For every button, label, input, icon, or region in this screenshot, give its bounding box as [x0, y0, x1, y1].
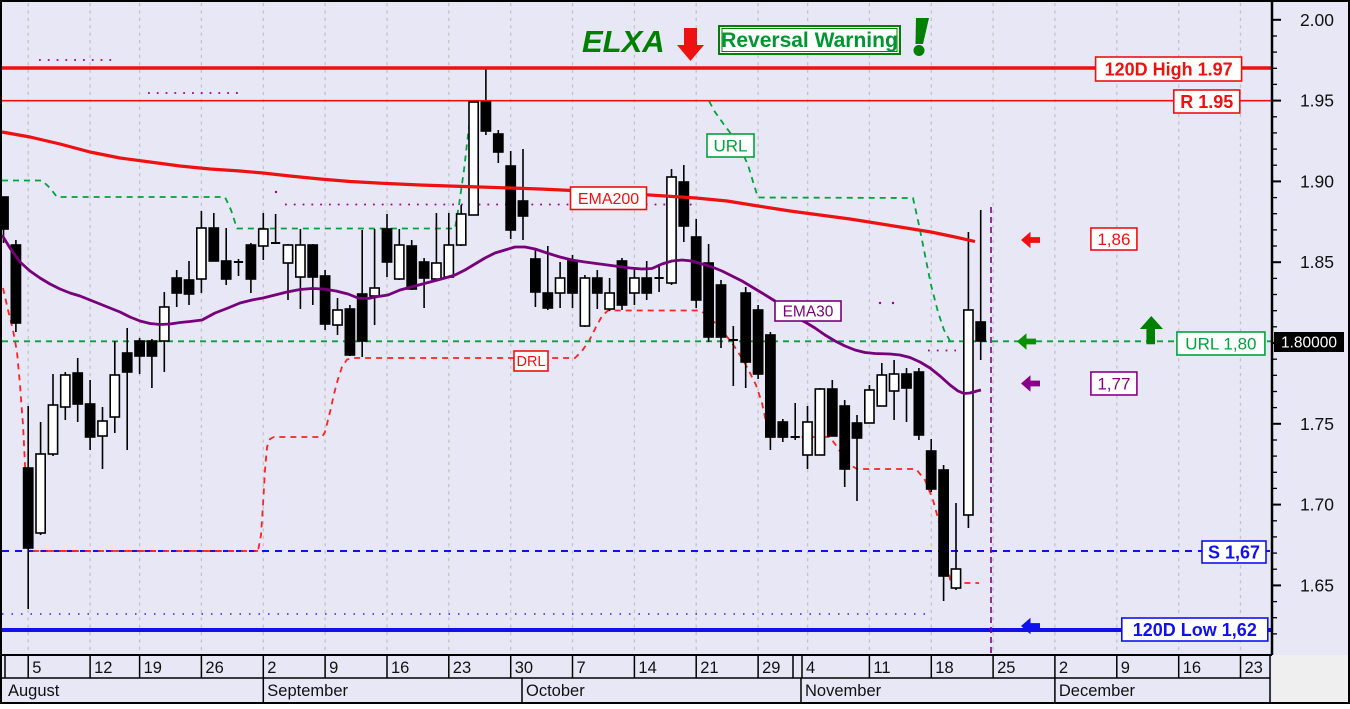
svg-text:December: December: [1059, 682, 1136, 700]
svg-text:29: 29: [762, 659, 780, 677]
svg-text:Reversal Warning: Reversal Warning: [721, 29, 898, 52]
svg-text:23: 23: [453, 659, 471, 677]
svg-text:1.95: 1.95: [1300, 91, 1334, 111]
svg-text:2: 2: [1059, 659, 1068, 677]
svg-text:9: 9: [1121, 659, 1130, 677]
svg-text:1,77: 1,77: [1097, 375, 1130, 394]
svg-text:August: August: [8, 682, 60, 700]
svg-text:1.90: 1.90: [1300, 171, 1334, 191]
svg-text:16: 16: [391, 659, 409, 677]
svg-text:S 1,67: S 1,67: [1208, 542, 1260, 562]
svg-text:September: September: [267, 682, 348, 700]
svg-text:12: 12: [94, 659, 112, 677]
svg-text:2.00: 2.00: [1300, 10, 1334, 30]
svg-text:2: 2: [267, 659, 276, 677]
svg-text:1.70: 1.70: [1300, 495, 1334, 515]
svg-text:23: 23: [1245, 659, 1263, 677]
svg-text:5: 5: [32, 659, 41, 677]
svg-text:R 1.95: R 1.95: [1180, 92, 1233, 112]
svg-text:October: October: [526, 682, 585, 700]
svg-text:26: 26: [205, 659, 223, 677]
svg-text:30: 30: [515, 659, 533, 677]
svg-text:EMA200: EMA200: [578, 191, 639, 208]
svg-text:1.80000: 1.80000: [1281, 335, 1337, 352]
svg-text:1.75: 1.75: [1300, 414, 1334, 434]
svg-text:9: 9: [329, 659, 338, 677]
svg-text:14: 14: [638, 659, 656, 677]
svg-text:EMA30: EMA30: [783, 304, 834, 321]
svg-text:DRL: DRL: [516, 354, 545, 370]
svg-text:URL: URL: [713, 137, 747, 156]
svg-text:16: 16: [1183, 659, 1201, 677]
svg-text:7: 7: [577, 659, 586, 677]
svg-text:1,86: 1,86: [1097, 230, 1130, 249]
svg-text:4: 4: [806, 659, 815, 677]
svg-text:ELXA: ELXA: [582, 24, 665, 59]
svg-text:1.65: 1.65: [1300, 575, 1334, 595]
svg-text:11: 11: [873, 659, 890, 677]
svg-text:URL 1,80: URL 1,80: [1185, 335, 1256, 354]
svg-text:18: 18: [935, 659, 953, 677]
svg-text:120D High 1.97: 120D High 1.97: [1105, 59, 1233, 79]
svg-text:November: November: [805, 682, 882, 700]
svg-text:120D Low 1,62: 120D Low 1,62: [1133, 620, 1257, 640]
svg-text:19: 19: [144, 659, 162, 677]
svg-text:21: 21: [700, 659, 718, 677]
svg-text:25: 25: [997, 659, 1015, 677]
svg-text:1.85: 1.85: [1300, 252, 1334, 272]
